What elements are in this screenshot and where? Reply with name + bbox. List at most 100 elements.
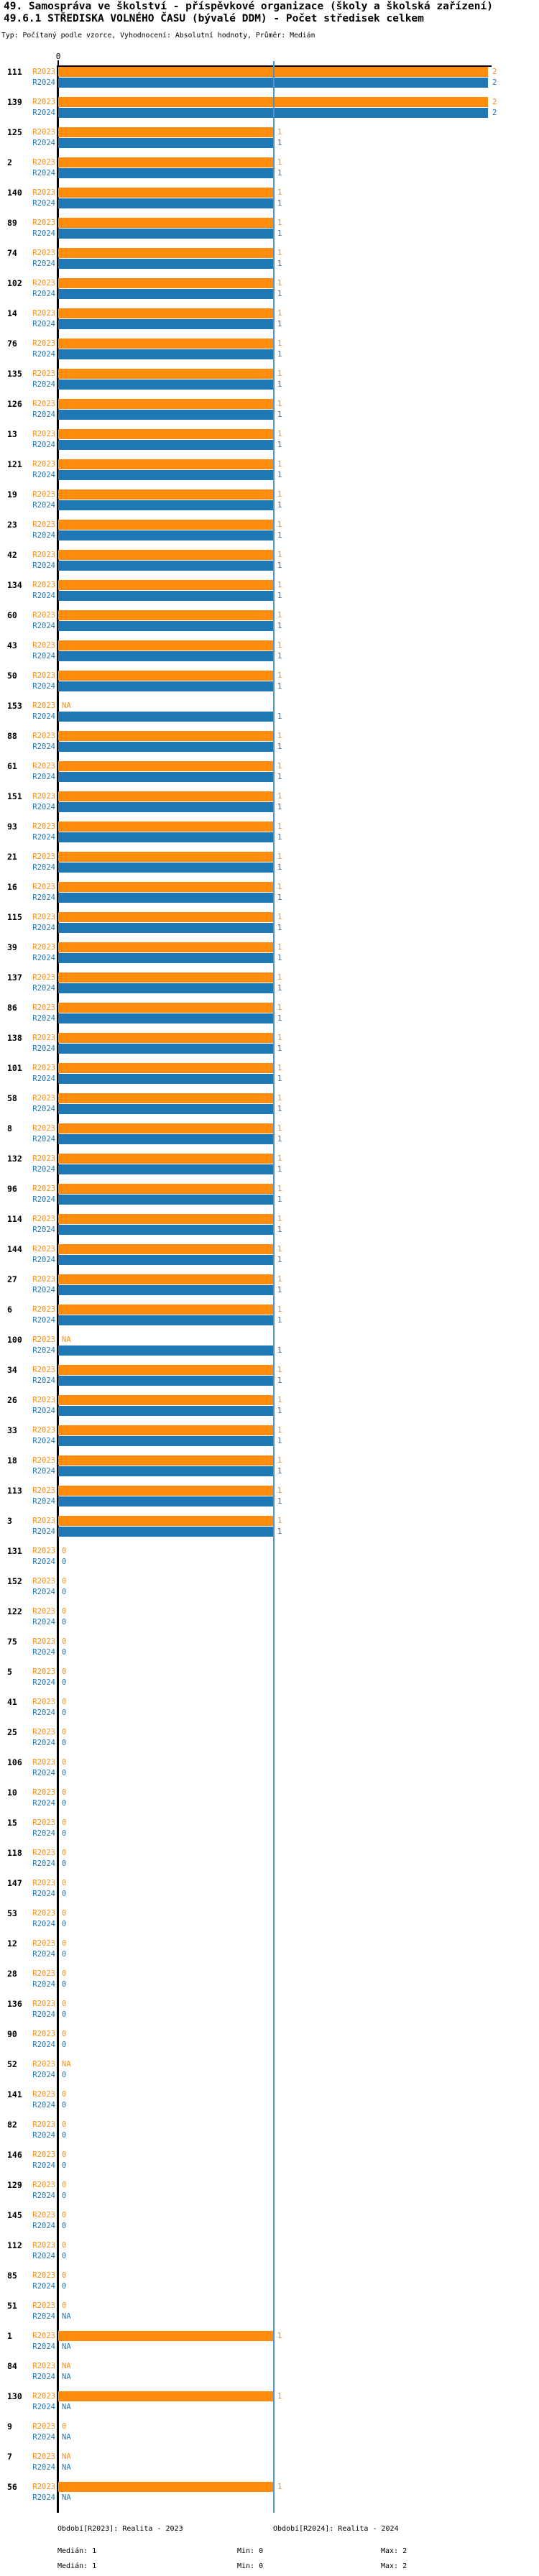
series-label-r2024: R2024 bbox=[32, 1376, 55, 1385]
value-label-r2024: 1 bbox=[277, 139, 282, 147]
series-label-r2024: R2024 bbox=[32, 2433, 55, 2442]
series-label-r2024: R2024 bbox=[32, 1256, 55, 1264]
value-label-r2024: 0 bbox=[62, 1618, 67, 1627]
value-label-r2023: 2 bbox=[492, 68, 497, 76]
bar-r2023 bbox=[58, 2331, 273, 2341]
row-number-label: 58 bbox=[7, 1093, 17, 1103]
value-label-r2024: 1 bbox=[277, 1467, 282, 1476]
series-label-r2023: R2023 bbox=[32, 1577, 55, 1586]
bar-r2023 bbox=[58, 1214, 273, 1224]
series-label-r2024: R2024 bbox=[32, 622, 55, 630]
value-label-r2023: 1 bbox=[277, 249, 282, 257]
x-axis-tick bbox=[57, 60, 59, 66]
row-number-label: 82 bbox=[7, 2120, 17, 2130]
row-number-label: 122 bbox=[7, 1606, 22, 1616]
series-label-r2023: R2023 bbox=[32, 1305, 55, 1314]
bar-r2024 bbox=[58, 862, 273, 873]
bar-r2024 bbox=[58, 802, 273, 812]
series-label-r2024: R2024 bbox=[32, 1890, 55, 1898]
row-number-label: 139 bbox=[7, 97, 22, 107]
series-label-r2024: R2024 bbox=[32, 1346, 55, 1355]
value-label-r2024: 0 bbox=[62, 1799, 67, 1808]
row-number-label: 125 bbox=[7, 127, 22, 137]
series-label-r2024: R2024 bbox=[32, 1558, 55, 1566]
bar-r2023 bbox=[58, 1154, 273, 1164]
value-label-r2024: NA bbox=[62, 2312, 71, 2321]
bar-r2024 bbox=[58, 1013, 273, 1024]
row-number-label: 75 bbox=[7, 1637, 17, 1647]
bar-r2023 bbox=[58, 1425, 273, 1435]
series-label-r2023: R2023 bbox=[32, 1969, 55, 1978]
value-label-r2023: 1 bbox=[277, 460, 282, 469]
bar-r2024 bbox=[58, 1406, 273, 1416]
series-label-r2023: R2023 bbox=[32, 2362, 55, 2370]
bar-r2024 bbox=[58, 289, 273, 299]
series-label-r2023: R2023 bbox=[32, 2483, 55, 2491]
legend-r2024: Období[R2024]: Realita - 2024 bbox=[273, 2525, 399, 2533]
series-label-r2024: R2024 bbox=[32, 109, 55, 117]
series-label-r2023: R2023 bbox=[32, 792, 55, 801]
value-label-r2023: 1 bbox=[277, 309, 282, 318]
series-label-r2024: R2024 bbox=[32, 1588, 55, 1596]
series-label-r2024: R2024 bbox=[32, 1648, 55, 1657]
bar-r2023 bbox=[58, 1516, 273, 1526]
value-label-r2023: 1 bbox=[277, 1275, 282, 1284]
series-label-r2023: R2023 bbox=[32, 1034, 55, 1042]
value-label-r2023: 1 bbox=[277, 2332, 282, 2340]
value-label-r2023: 1 bbox=[277, 1064, 282, 1072]
series-label-r2024: R2024 bbox=[32, 2342, 55, 2351]
bar-r2024 bbox=[58, 440, 273, 450]
series-label-r2023: R2023 bbox=[32, 1637, 55, 1646]
value-label-r2024: 1 bbox=[277, 561, 282, 570]
value-label-r2024: 0 bbox=[62, 1920, 67, 1928]
row-number-label: 39 bbox=[7, 942, 17, 952]
value-label-r2024: 1 bbox=[277, 1527, 282, 1536]
series-label-r2024: R2024 bbox=[32, 2101, 55, 2110]
series-label-r2024: R2024 bbox=[32, 1044, 55, 1053]
bar-r2023 bbox=[58, 489, 273, 500]
bar-r2024 bbox=[58, 349, 273, 359]
row-number-label: 13 bbox=[7, 429, 17, 439]
value-label-r2024: 0 bbox=[62, 2252, 67, 2260]
value-label-r2024: 1 bbox=[277, 1376, 282, 1385]
row-number-label: 52 bbox=[7, 2059, 17, 2069]
series-label-r2024: R2024 bbox=[32, 169, 55, 178]
bar-r2024 bbox=[58, 530, 273, 540]
series-label-r2023: R2023 bbox=[32, 671, 55, 680]
series-label-r2023: R2023 bbox=[32, 1064, 55, 1072]
value-label-r2023: 1 bbox=[277, 1426, 282, 1435]
series-label-r2023: R2023 bbox=[32, 551, 55, 559]
bar-r2023 bbox=[58, 640, 273, 650]
bar-r2023 bbox=[58, 791, 273, 801]
series-label-r2024: R2024 bbox=[32, 1980, 55, 1989]
series-label-r2023: R2023 bbox=[32, 1154, 55, 1163]
value-label-r2024: 1 bbox=[277, 1286, 282, 1294]
value-label-r2023: NA bbox=[62, 2362, 71, 2370]
series-label-r2024: R2024 bbox=[32, 2373, 55, 2381]
row-number-label: 3 bbox=[7, 1516, 12, 1526]
value-label-r2024: 1 bbox=[277, 1316, 282, 1325]
value-label-r2023: 1 bbox=[277, 520, 282, 529]
bar-r2023 bbox=[58, 369, 273, 379]
series-label-r2023: R2023 bbox=[32, 1607, 55, 1616]
bar-r2024 bbox=[58, 1315, 273, 1325]
series-label-r2024: R2024 bbox=[32, 410, 55, 419]
series-label-r2023: R2023 bbox=[32, 913, 55, 921]
series-label-r2024: R2024 bbox=[32, 2493, 55, 2502]
bar-r2024 bbox=[58, 138, 273, 148]
bar-r2023 bbox=[58, 1486, 273, 1496]
row-number-label: 100 bbox=[7, 1335, 22, 1345]
value-label-r2024: 0 bbox=[62, 1708, 67, 1717]
value-label-r2023: 0 bbox=[62, 2120, 67, 2129]
series-label-r2023: R2023 bbox=[32, 2271, 55, 2280]
value-label-r2024: 0 bbox=[62, 2041, 67, 2049]
series-label-r2023: R2023 bbox=[32, 1003, 55, 1012]
page-title-line2: 49.6.1 STŘEDISKA VOLNÉHO ČASU (bývalé DD… bbox=[4, 13, 424, 24]
series-label-r2024: R2024 bbox=[32, 1437, 55, 1445]
row-number-label: 53 bbox=[7, 1908, 17, 1918]
value-label-r2023: 0 bbox=[62, 2241, 67, 2250]
value-label-r2023: 1 bbox=[277, 430, 282, 438]
value-label-r2023: 1 bbox=[277, 1094, 282, 1103]
value-label-r2023: 1 bbox=[277, 762, 282, 770]
